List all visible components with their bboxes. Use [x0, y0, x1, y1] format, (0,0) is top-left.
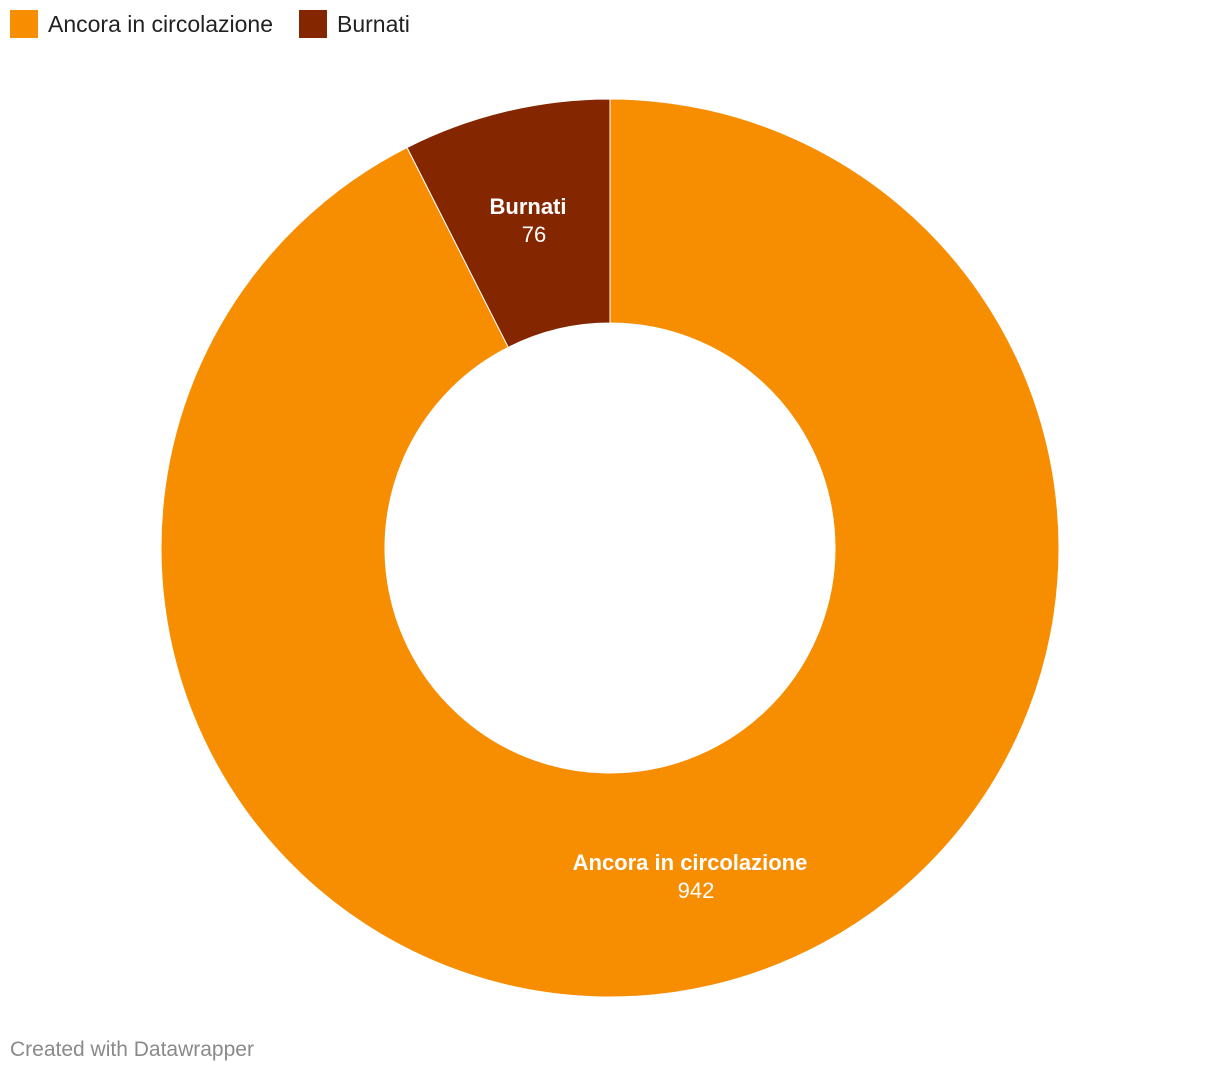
slice-burnati[interactable] [406, 98, 611, 348]
legend: Ancora in circolazione Burnati [10, 8, 410, 40]
legend-label-ancora: Ancora in circolazione [48, 10, 274, 37]
slice-label-burnati: Burnati [490, 194, 567, 219]
legend-label-burnati: Burnati [337, 10, 410, 37]
slice-label-ancora: Ancora in circolazione [573, 850, 808, 875]
legend-swatch-ancora [10, 10, 38, 38]
footer-credit: Created with Datawrapper [10, 1038, 254, 1061]
legend-item-burnati[interactable]: Burnati [299, 10, 410, 38]
slice-labels: Ancora in circolazione 942 Burnati 76 [490, 194, 808, 903]
legend-swatch-burnati [299, 10, 328, 38]
slice-value-burnati: 76 [522, 222, 546, 247]
legend-item-ancora[interactable]: Ancora in circolazione [10, 10, 273, 38]
slice-ancora[interactable] [160, 98, 1060, 998]
slice-value-ancora: 942 [678, 878, 715, 903]
donut-slices [160, 98, 1060, 998]
